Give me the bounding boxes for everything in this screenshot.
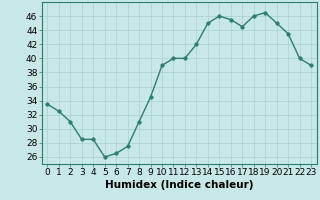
X-axis label: Humidex (Indice chaleur): Humidex (Indice chaleur) <box>105 180 253 190</box>
